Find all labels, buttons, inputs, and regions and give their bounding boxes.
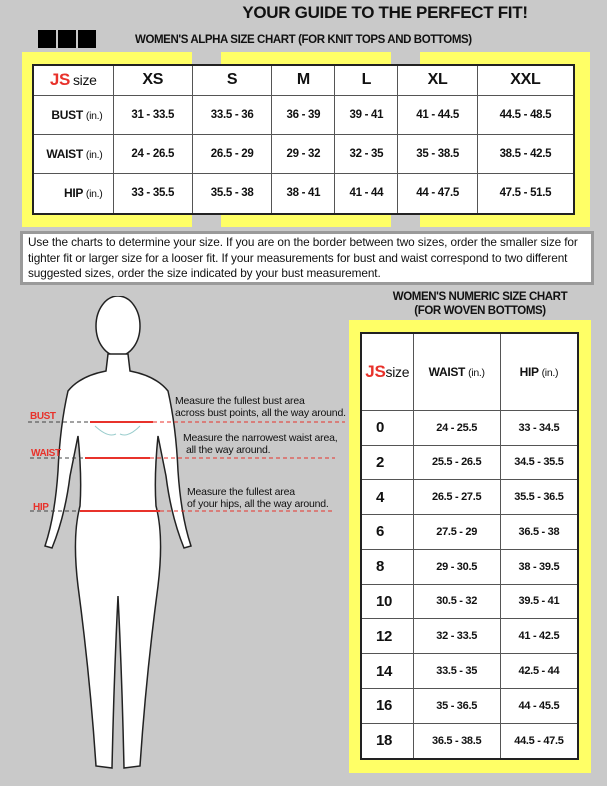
- cell-hip: 44.5 - 47.5: [499, 722, 579, 760]
- alpha-size-table: JS size XS S M L XL XXL BUST (in.) 31 - …: [32, 64, 575, 215]
- bust-instruction: Measure the fullest bust area across bust…: [175, 395, 346, 419]
- row-label: WAIST (in.): [32, 133, 114, 174]
- body-figure: [28, 296, 345, 769]
- cell-waist: 30.5 - 32: [412, 583, 501, 620]
- cell-size: 2: [360, 444, 414, 481]
- hip-header: HIP (in.): [499, 332, 579, 411]
- cell-size: 14: [360, 653, 414, 689]
- page-title: YOUR GUIDE TO THE PERFECT FIT!: [242, 3, 528, 22]
- waist-instruction: Measure the narrowest waist area, all the…: [183, 432, 338, 456]
- cell-hip: 34.5 - 35.5: [499, 444, 579, 481]
- cell-waist: 27.5 - 29: [412, 514, 501, 550]
- row-label: BUST (in.): [32, 94, 114, 135]
- table-row: 14 33.5 - 35 42.5 - 44: [360, 653, 579, 689]
- cell: 38 - 41: [271, 172, 336, 215]
- table-row: 6 27.5 - 29 36.5 - 38: [360, 514, 579, 550]
- cell: 32 - 35: [334, 133, 399, 174]
- table-row: 12 32 - 33.5 41 - 42.5: [360, 618, 579, 655]
- cell: 44.5 - 48.5: [476, 94, 575, 135]
- cell: 44 - 47.5: [397, 172, 478, 215]
- cell-waist: 24 - 25.5: [412, 409, 501, 446]
- cell-waist: 25.5 - 26.5: [412, 444, 501, 481]
- cell-waist: 35 - 36.5: [412, 687, 501, 724]
- size-header: M: [271, 64, 336, 96]
- hip-instruction: Measure the fullest area of your hips, al…: [187, 486, 329, 510]
- brand-size-header: JSsize: [360, 332, 414, 411]
- cell: 47.5 - 51.5: [476, 172, 575, 215]
- cell-size: 0: [360, 409, 414, 446]
- table-row: 10 30.5 - 32 39.5 - 41: [360, 583, 579, 620]
- cell-size: 6: [360, 514, 414, 550]
- size-header: XXL: [476, 64, 575, 96]
- cell: 29 - 32: [271, 133, 336, 174]
- size-header: S: [191, 64, 273, 96]
- table-row: 8 29 - 30.5 38 - 39.5: [360, 548, 579, 585]
- cell-waist: 29 - 30.5: [412, 548, 501, 585]
- sizing-note: Use the charts to determine your size. I…: [20, 231, 594, 285]
- row-label: HIP (in.): [32, 172, 114, 215]
- cell: 39 - 41: [334, 94, 399, 135]
- brand-size-header: JS size: [32, 64, 114, 96]
- logo-squares: [38, 30, 96, 48]
- cell-hip: 35.5 - 36.5: [499, 479, 579, 516]
- table-row: BUST (in.) 31 - 33.5 33.5 - 36 36 - 39 39 -…: [32, 94, 575, 135]
- waist-marker: WAIST: [31, 448, 61, 459]
- cell: 36 - 39: [271, 94, 336, 135]
- numeric-size-table: JSsize WAIST (in.) HIP (in.) 0 24 - 25.5 3…: [360, 332, 579, 760]
- cell: 33 - 35.5: [112, 172, 193, 215]
- cell-hip: 33 - 34.5: [499, 409, 579, 446]
- size-header: XS: [112, 64, 193, 96]
- cell: 35 - 38.5: [397, 133, 478, 174]
- cell-hip: 41 - 42.5: [499, 618, 579, 655]
- cell-hip: 36.5 - 38: [499, 514, 579, 550]
- waist-header: WAIST (in.): [412, 332, 501, 411]
- cell-waist: 36.5 - 38.5: [412, 722, 501, 760]
- cell: 26.5 - 29: [191, 133, 273, 174]
- size-header: XL: [397, 64, 478, 96]
- table-row: 0 24 - 25.5 33 - 34.5: [360, 409, 579, 446]
- cell: 31 - 33.5: [112, 94, 193, 135]
- cell-waist: 32 - 33.5: [412, 618, 501, 655]
- table-row: WAIST (in.) 24 - 26.5 26.5 - 29 29 - 32 32 …: [32, 133, 575, 174]
- size-header: L: [334, 64, 399, 96]
- cell-hip: 39.5 - 41: [499, 583, 579, 620]
- cell: 38.5 - 42.5: [476, 133, 575, 174]
- cell-size: 18: [360, 722, 414, 760]
- table-row: 4 26.5 - 27.5 35.5 - 36.5: [360, 479, 579, 516]
- cell-hip: 42.5 - 44: [499, 653, 579, 689]
- table-row: HIP (in.) 33 - 35.5 35.5 - 38 38 - 41 41 - …: [32, 172, 575, 215]
- numeric-chart-title: WOMEN'S NUMERIC SIZE CHART (FOR WOVEN BOT…: [392, 291, 568, 317]
- bust-marker: BUST: [30, 411, 56, 422]
- cell-waist: 26.5 - 27.5: [412, 479, 501, 516]
- cell-size: 8: [360, 548, 414, 585]
- alpha-chart-title: WOMEN'S ALPHA SIZE CHART (FOR KNIT TOPS …: [135, 34, 472, 46]
- cell: 33.5 - 36: [191, 94, 273, 135]
- table-row: 16 35 - 36.5 44 - 45.5: [360, 687, 579, 724]
- table-row: 2 25.5 - 26.5 34.5 - 35.5: [360, 444, 579, 481]
- cell-hip: 44 - 45.5: [499, 687, 579, 724]
- cell: 41 - 44: [334, 172, 399, 215]
- cell-waist: 33.5 - 35: [412, 653, 501, 689]
- cell-size: 4: [360, 479, 414, 516]
- cell-size: 10: [360, 583, 414, 620]
- cell: 24 - 26.5: [112, 133, 193, 174]
- cell-hip: 38 - 39.5: [499, 548, 579, 585]
- cell: 35.5 - 38: [191, 172, 273, 215]
- cell: 41 - 44.5: [397, 94, 478, 135]
- hip-marker: HIP: [33, 502, 49, 513]
- cell-size: 16: [360, 687, 414, 724]
- table-row: 18 36.5 - 38.5 44.5 - 47.5: [360, 722, 579, 760]
- cell-size: 12: [360, 618, 414, 655]
